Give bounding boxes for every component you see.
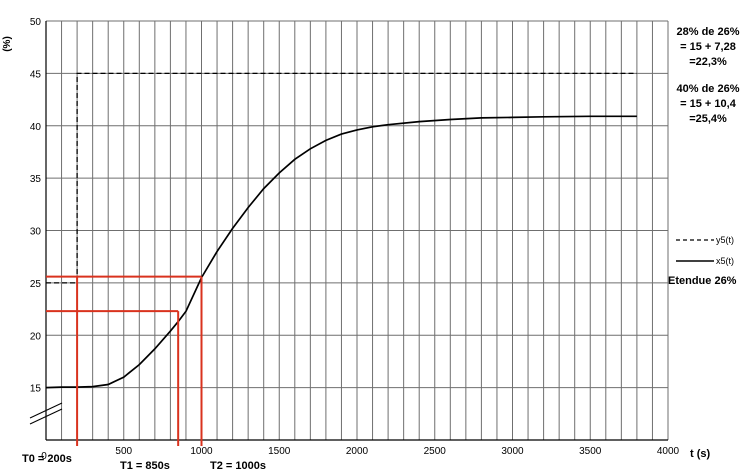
axis-frame <box>45 21 668 441</box>
legend-label-x5: x5(t) <box>716 256 734 266</box>
x-tick-label: 3000 <box>501 446 524 457</box>
annotation-block-40pct: 40% de 26% = 15 + 10,4 =25,4% <box>677 83 740 125</box>
series-line-y5t <box>46 72 637 284</box>
t2-label: T2 = 1000s <box>210 460 266 472</box>
svg-text:40% de 26%: 40% de 26% <box>677 83 740 95</box>
y-tick-label: 20 <box>30 331 42 342</box>
svg-text:= 15 + 7,28: = 15 + 7,28 <box>680 41 736 53</box>
y-tick-label: 35 <box>30 174 42 185</box>
y-tick-label: 45 <box>30 69 42 80</box>
x-tick-label: 4000 <box>657 446 680 457</box>
y-tick-label: 25 <box>30 279 42 290</box>
annotation-block-28pct: 28% de 26% = 15 + 7,28 =22,3% <box>677 26 740 68</box>
t1-label: T1 = 850s <box>120 460 170 472</box>
svg-text:=22,3%: =22,3% <box>689 56 727 68</box>
tick-labels: 15 20 25 30 35 40 45 50 500 1000 1500 2000 2500 3000 3… <box>30 17 680 457</box>
series-line-x5t <box>45 115 637 389</box>
y-tick-label: 30 <box>30 227 42 238</box>
y-tick-label: 50 <box>30 17 42 28</box>
etendue-label: Etendue 26% <box>668 275 737 287</box>
x-axis-label: t (s) <box>690 448 711 460</box>
svg-text:=25,4%: =25,4% <box>689 113 727 125</box>
svg-text:28% de 26%: 28% de 26% <box>677 26 740 38</box>
x-tick-label: 2500 <box>424 446 447 457</box>
x-tick-label: 1500 <box>268 446 291 457</box>
x-tick-label: 2000 <box>346 446 369 457</box>
y-tick-label: 40 <box>30 122 42 133</box>
x-tick-label: 3500 <box>579 446 602 457</box>
t0-label: T0 = 200s <box>22 453 72 465</box>
axis-break-mark <box>29 402 63 425</box>
y-axis-label: (%) <box>2 36 13 52</box>
y-tick-label: 15 <box>30 384 42 395</box>
series-layer <box>45 72 637 389</box>
x-origin-label: 0 <box>41 451 47 462</box>
construction-lines <box>46 275 203 446</box>
legend-label-y5: y5(t) <box>716 235 734 245</box>
x-tick-label: 500 <box>115 446 132 457</box>
legend: y5(t) x5(t) Etendue 26% <box>668 235 737 287</box>
svg-text:= 15 + 10,4: = 15 + 10,4 <box>680 98 737 110</box>
x-tick-label: 1000 <box>190 446 213 457</box>
